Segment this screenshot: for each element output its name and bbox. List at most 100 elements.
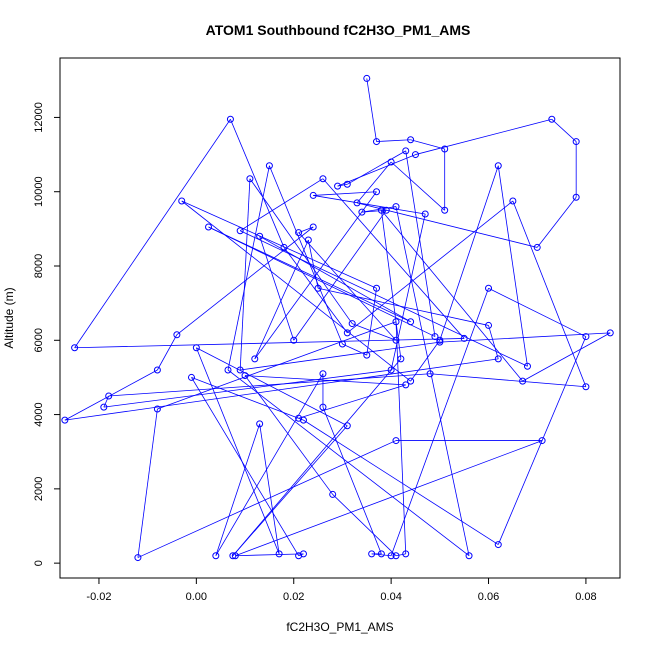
data-point bbox=[295, 552, 303, 560]
data-point bbox=[523, 362, 531, 370]
series-segment bbox=[215, 423, 261, 556]
series-segment bbox=[303, 419, 499, 545]
series-segment bbox=[390, 288, 489, 556]
data-point bbox=[572, 193, 580, 201]
series-segment bbox=[356, 202, 538, 248]
series-segment bbox=[254, 239, 309, 360]
x-tick-label: 0.04 bbox=[380, 591, 401, 603]
data-point bbox=[71, 344, 79, 352]
series-segment bbox=[191, 377, 299, 556]
data-point bbox=[494, 355, 502, 363]
data-point bbox=[485, 284, 493, 292]
series-segment bbox=[337, 183, 348, 187]
series-segment bbox=[215, 373, 324, 556]
series-segment bbox=[157, 334, 178, 371]
data-point bbox=[582, 333, 590, 341]
data-point bbox=[299, 550, 307, 558]
y-tick-label: 0 bbox=[33, 560, 45, 566]
y-tick-label: 10000 bbox=[33, 176, 45, 207]
series-segment bbox=[322, 406, 382, 555]
series-segment bbox=[137, 440, 397, 558]
data-point bbox=[251, 355, 259, 363]
data-point bbox=[343, 180, 351, 188]
data-point bbox=[226, 115, 234, 123]
data-point bbox=[426, 370, 434, 378]
data-point bbox=[431, 333, 439, 341]
series-segment bbox=[232, 425, 348, 556]
series-segment bbox=[103, 369, 392, 408]
data-point bbox=[153, 366, 161, 374]
data-point bbox=[421, 210, 429, 218]
series-segment bbox=[208, 226, 411, 323]
series-segment bbox=[405, 150, 436, 337]
series-segment bbox=[239, 178, 251, 371]
data-point bbox=[533, 243, 541, 251]
data-point bbox=[407, 318, 415, 326]
y-axis-label: Altitude (m) bbox=[2, 287, 16, 348]
data-point bbox=[343, 329, 351, 337]
series-segment bbox=[347, 200, 514, 334]
data-point bbox=[295, 229, 303, 237]
data-point bbox=[402, 147, 410, 155]
data-point bbox=[309, 191, 317, 199]
series-segment bbox=[381, 210, 523, 382]
data-point bbox=[236, 227, 244, 235]
series-segment bbox=[347, 150, 406, 185]
series-segment bbox=[313, 191, 377, 196]
data-point bbox=[485, 321, 493, 329]
series-segment bbox=[259, 423, 280, 554]
data-point bbox=[275, 550, 283, 558]
x-axis-label: fC2H3O_PM1_AMS bbox=[286, 620, 393, 634]
data-point bbox=[411, 151, 419, 159]
data-point bbox=[358, 208, 366, 216]
data-point bbox=[334, 182, 342, 190]
y-axis: 0 2000 4000 6000 8000 10000 12000 bbox=[33, 102, 61, 566]
series-segment bbox=[157, 321, 397, 410]
series-segment bbox=[108, 373, 431, 397]
data-point bbox=[100, 403, 108, 411]
series-segment bbox=[244, 375, 334, 495]
data-point bbox=[265, 162, 273, 170]
data-point bbox=[373, 138, 381, 146]
series-segment bbox=[497, 165, 528, 367]
data-point bbox=[538, 437, 546, 445]
x-axis: -0.02 0.00 0.02 0.04 0.06 0.08 bbox=[86, 577, 597, 603]
series-segment bbox=[366, 288, 377, 356]
data-point bbox=[256, 232, 264, 240]
series-segment bbox=[227, 165, 270, 371]
data-point bbox=[382, 206, 390, 214]
x-tick-label: 0.08 bbox=[575, 591, 596, 603]
series-segment bbox=[74, 338, 465, 349]
data-point bbox=[319, 370, 327, 378]
data-point bbox=[548, 115, 556, 123]
data-point bbox=[178, 197, 186, 205]
data-point bbox=[494, 162, 502, 170]
data-point bbox=[192, 344, 200, 352]
data-point bbox=[392, 336, 400, 344]
data-point bbox=[348, 320, 356, 328]
series-segment bbox=[239, 178, 324, 232]
data-point bbox=[519, 377, 527, 385]
data-point bbox=[392, 318, 400, 326]
series-lines bbox=[64, 78, 611, 558]
data-point bbox=[377, 206, 385, 214]
series-segment bbox=[380, 210, 402, 359]
series-segment bbox=[227, 369, 470, 557]
data-point bbox=[582, 383, 590, 391]
y-tick-label: 6000 bbox=[33, 328, 45, 352]
data-point bbox=[231, 552, 239, 560]
series-segment bbox=[103, 395, 110, 408]
series-segment bbox=[536, 197, 577, 248]
series-segment bbox=[298, 384, 406, 419]
data-point bbox=[290, 336, 298, 344]
data-point bbox=[377, 550, 385, 558]
series-segment bbox=[376, 139, 411, 142]
series-segment bbox=[395, 206, 470, 556]
series-segment bbox=[64, 358, 499, 421]
series-segment bbox=[352, 323, 397, 341]
data-point bbox=[441, 145, 449, 153]
series-segment bbox=[395, 553, 406, 557]
series-segment bbox=[137, 408, 158, 558]
data-point bbox=[280, 243, 288, 251]
data-point bbox=[329, 490, 337, 498]
